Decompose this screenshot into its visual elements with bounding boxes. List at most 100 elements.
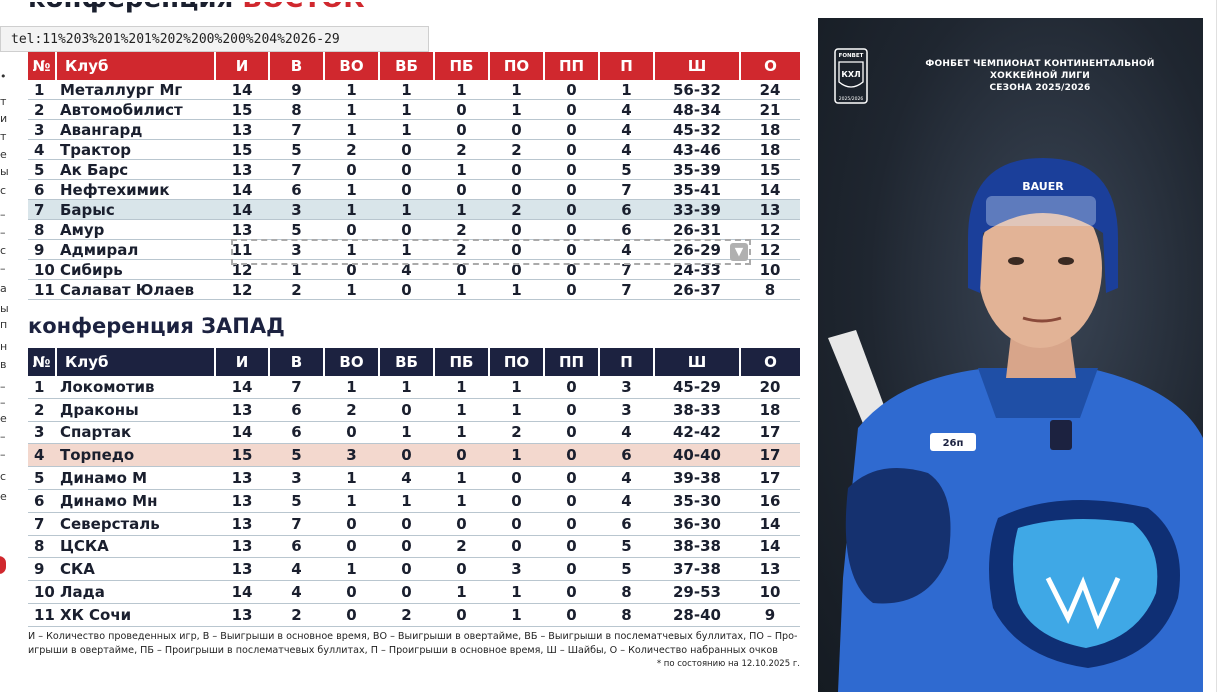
face — [978, 188, 1102, 348]
column-header: ПБ — [434, 348, 490, 376]
khl-chest-badge-icon — [1050, 420, 1072, 450]
stat-cell: 1 — [434, 489, 489, 513]
table-row: 8 ЦСКА 13 6 0 0 2 0 0 5 38-38 14 — [28, 535, 800, 559]
rank-cell: 8 — [28, 535, 56, 559]
stat-cell: 1 — [324, 99, 379, 120]
stat-cell: 1 — [324, 557, 379, 582]
column-header: И — [215, 52, 270, 80]
chevron-down-icon[interactable]: ▼ — [730, 243, 748, 261]
stat-cell: 0 — [544, 512, 599, 536]
east-heading-prefix: конференция — [28, 2, 233, 14]
column-header: И — [215, 348, 270, 376]
table-row: 11 Салават Юлаев 12 2 1 0 1 1 0 7 26-37 8 — [28, 279, 800, 300]
stat-cell: 14 — [215, 421, 269, 445]
stat-cell[interactable]: 1 — [379, 239, 434, 260]
table-row: 1 Металлург Мг 14 9 1 1 1 1 0 1 56-32 24 — [28, 80, 800, 100]
stat-cell: 0 — [324, 259, 379, 280]
stat-cell: 1 — [489, 99, 544, 120]
stat-cell: 0 — [544, 421, 599, 445]
stat-cell: 0 — [379, 279, 434, 300]
stat-cell: 0 — [489, 489, 544, 513]
stat-cell: 0 — [379, 557, 434, 582]
page-edge-divider — [1216, 0, 1217, 692]
stat-cell: 2 — [269, 603, 324, 627]
stat-cell: 35-30 — [654, 489, 740, 513]
rank-cell: 7 — [28, 199, 56, 220]
clipped-char: – — [0, 208, 6, 221]
promo-banner: FONBET КХЛ 2025/2026 ФОНБЕТ ЧЕМПИОНАТ КО… — [818, 18, 1203, 692]
stat-cell: 1 — [489, 603, 544, 627]
stat-cell: 2 — [489, 421, 544, 445]
stat-cell: 13 — [215, 557, 269, 582]
stat-cell: 3 — [324, 443, 379, 468]
club-name-cell: Северсталь — [56, 512, 215, 536]
stat-cell: 1 — [434, 80, 489, 100]
clipped-char: т — [0, 130, 7, 143]
stat-cell[interactable]: 0 — [489, 239, 544, 260]
stat-cell: 1 — [489, 398, 544, 422]
stat-cell[interactable]: 1 — [324, 239, 379, 260]
stat-cell: 0 — [324, 512, 379, 536]
clipped-char: ы — [0, 165, 9, 178]
stat-cell: 13 — [215, 603, 269, 627]
stat-cell: 33-39 — [654, 199, 740, 220]
stat-cell: 43-46 — [654, 139, 740, 160]
clipped-char: н — [0, 340, 8, 353]
stat-cell: 0 — [324, 421, 379, 445]
stat-cell: 1 — [324, 80, 379, 100]
stat-cell: 0 — [544, 119, 599, 140]
stat-cell: 3 — [599, 376, 654, 399]
stat-cell: 2 — [489, 199, 544, 220]
stat-cell[interactable]: 2 — [434, 239, 489, 260]
stat-cell: 2 — [324, 139, 379, 160]
stat-cell: 1 — [599, 80, 654, 100]
table-row: 8 Амур 13 5 0 0 2 0 0 6 26-31 12 — [28, 219, 800, 240]
column-header: Ш — [654, 52, 741, 80]
table-row: 4 Торпедо 15 5 3 0 0 1 0 6 40-40 17 — [28, 443, 800, 468]
clipped-char: е — [0, 148, 7, 161]
stat-cell[interactable]: 26-29 — [654, 239, 740, 260]
stat-cell: 0 — [489, 535, 544, 559]
rank-cell: 6 — [28, 179, 56, 200]
stat-cell: 2 — [434, 219, 489, 240]
stat-cell: 4 — [599, 421, 654, 445]
clipped-char: с — [0, 470, 7, 483]
club-name-cell: Барыс — [56, 199, 215, 220]
stat-cell: 13 — [215, 159, 269, 180]
rank-cell: 4 — [28, 139, 56, 160]
stat-cell: 1 — [489, 279, 544, 300]
stat-cell[interactable]: 12 — [740, 239, 800, 260]
stat-cell: 0 — [544, 199, 599, 220]
stat-cell: 0 — [379, 179, 434, 200]
column-header: ВБ — [379, 52, 435, 80]
stat-cell: 48-34 — [654, 99, 740, 120]
red-badge — [0, 556, 6, 574]
stat-cell[interactable]: 11 — [215, 239, 269, 260]
stat-cell[interactable]: 3 — [269, 239, 324, 260]
club-name-cell: Локомотив — [56, 376, 215, 399]
column-header: В — [269, 52, 325, 80]
west-conference-title: конференция ЗАПАД — [28, 314, 285, 338]
stat-cell: 28-40 — [654, 603, 740, 627]
rank-cell: 5 — [28, 159, 56, 180]
club-name-cell: Драконы — [56, 398, 215, 422]
club-name-cell: Адмирал — [56, 239, 215, 260]
stat-cell: 0 — [544, 489, 599, 513]
rank-cell: 11 — [28, 603, 56, 627]
column-header: Клуб — [56, 348, 216, 376]
stat-cell: 1 — [324, 489, 379, 513]
stat-cell: 2 — [324, 398, 379, 422]
stat-cell: 0 — [544, 398, 599, 422]
stat-cell[interactable]: 4 — [599, 239, 654, 260]
stat-cell: 7 — [269, 159, 324, 180]
column-header: ПП — [544, 52, 600, 80]
logo-text: КХЛ — [841, 70, 860, 79]
stat-cell: 36-30 — [654, 512, 740, 536]
stat-cell: 0 — [434, 179, 489, 200]
table-row: 10 Сибирь 12 1 0 4 0 0 0 7 24-33 10 — [28, 259, 800, 280]
stat-cell: 42-42 — [654, 421, 740, 445]
table-row: 2 Автомобилист 15 8 1 1 0 1 0 4 48-34 21 — [28, 99, 800, 120]
stat-cell[interactable]: 0 — [544, 239, 599, 260]
stat-cell: 2 — [379, 603, 434, 627]
clipped-char: – — [0, 396, 6, 409]
